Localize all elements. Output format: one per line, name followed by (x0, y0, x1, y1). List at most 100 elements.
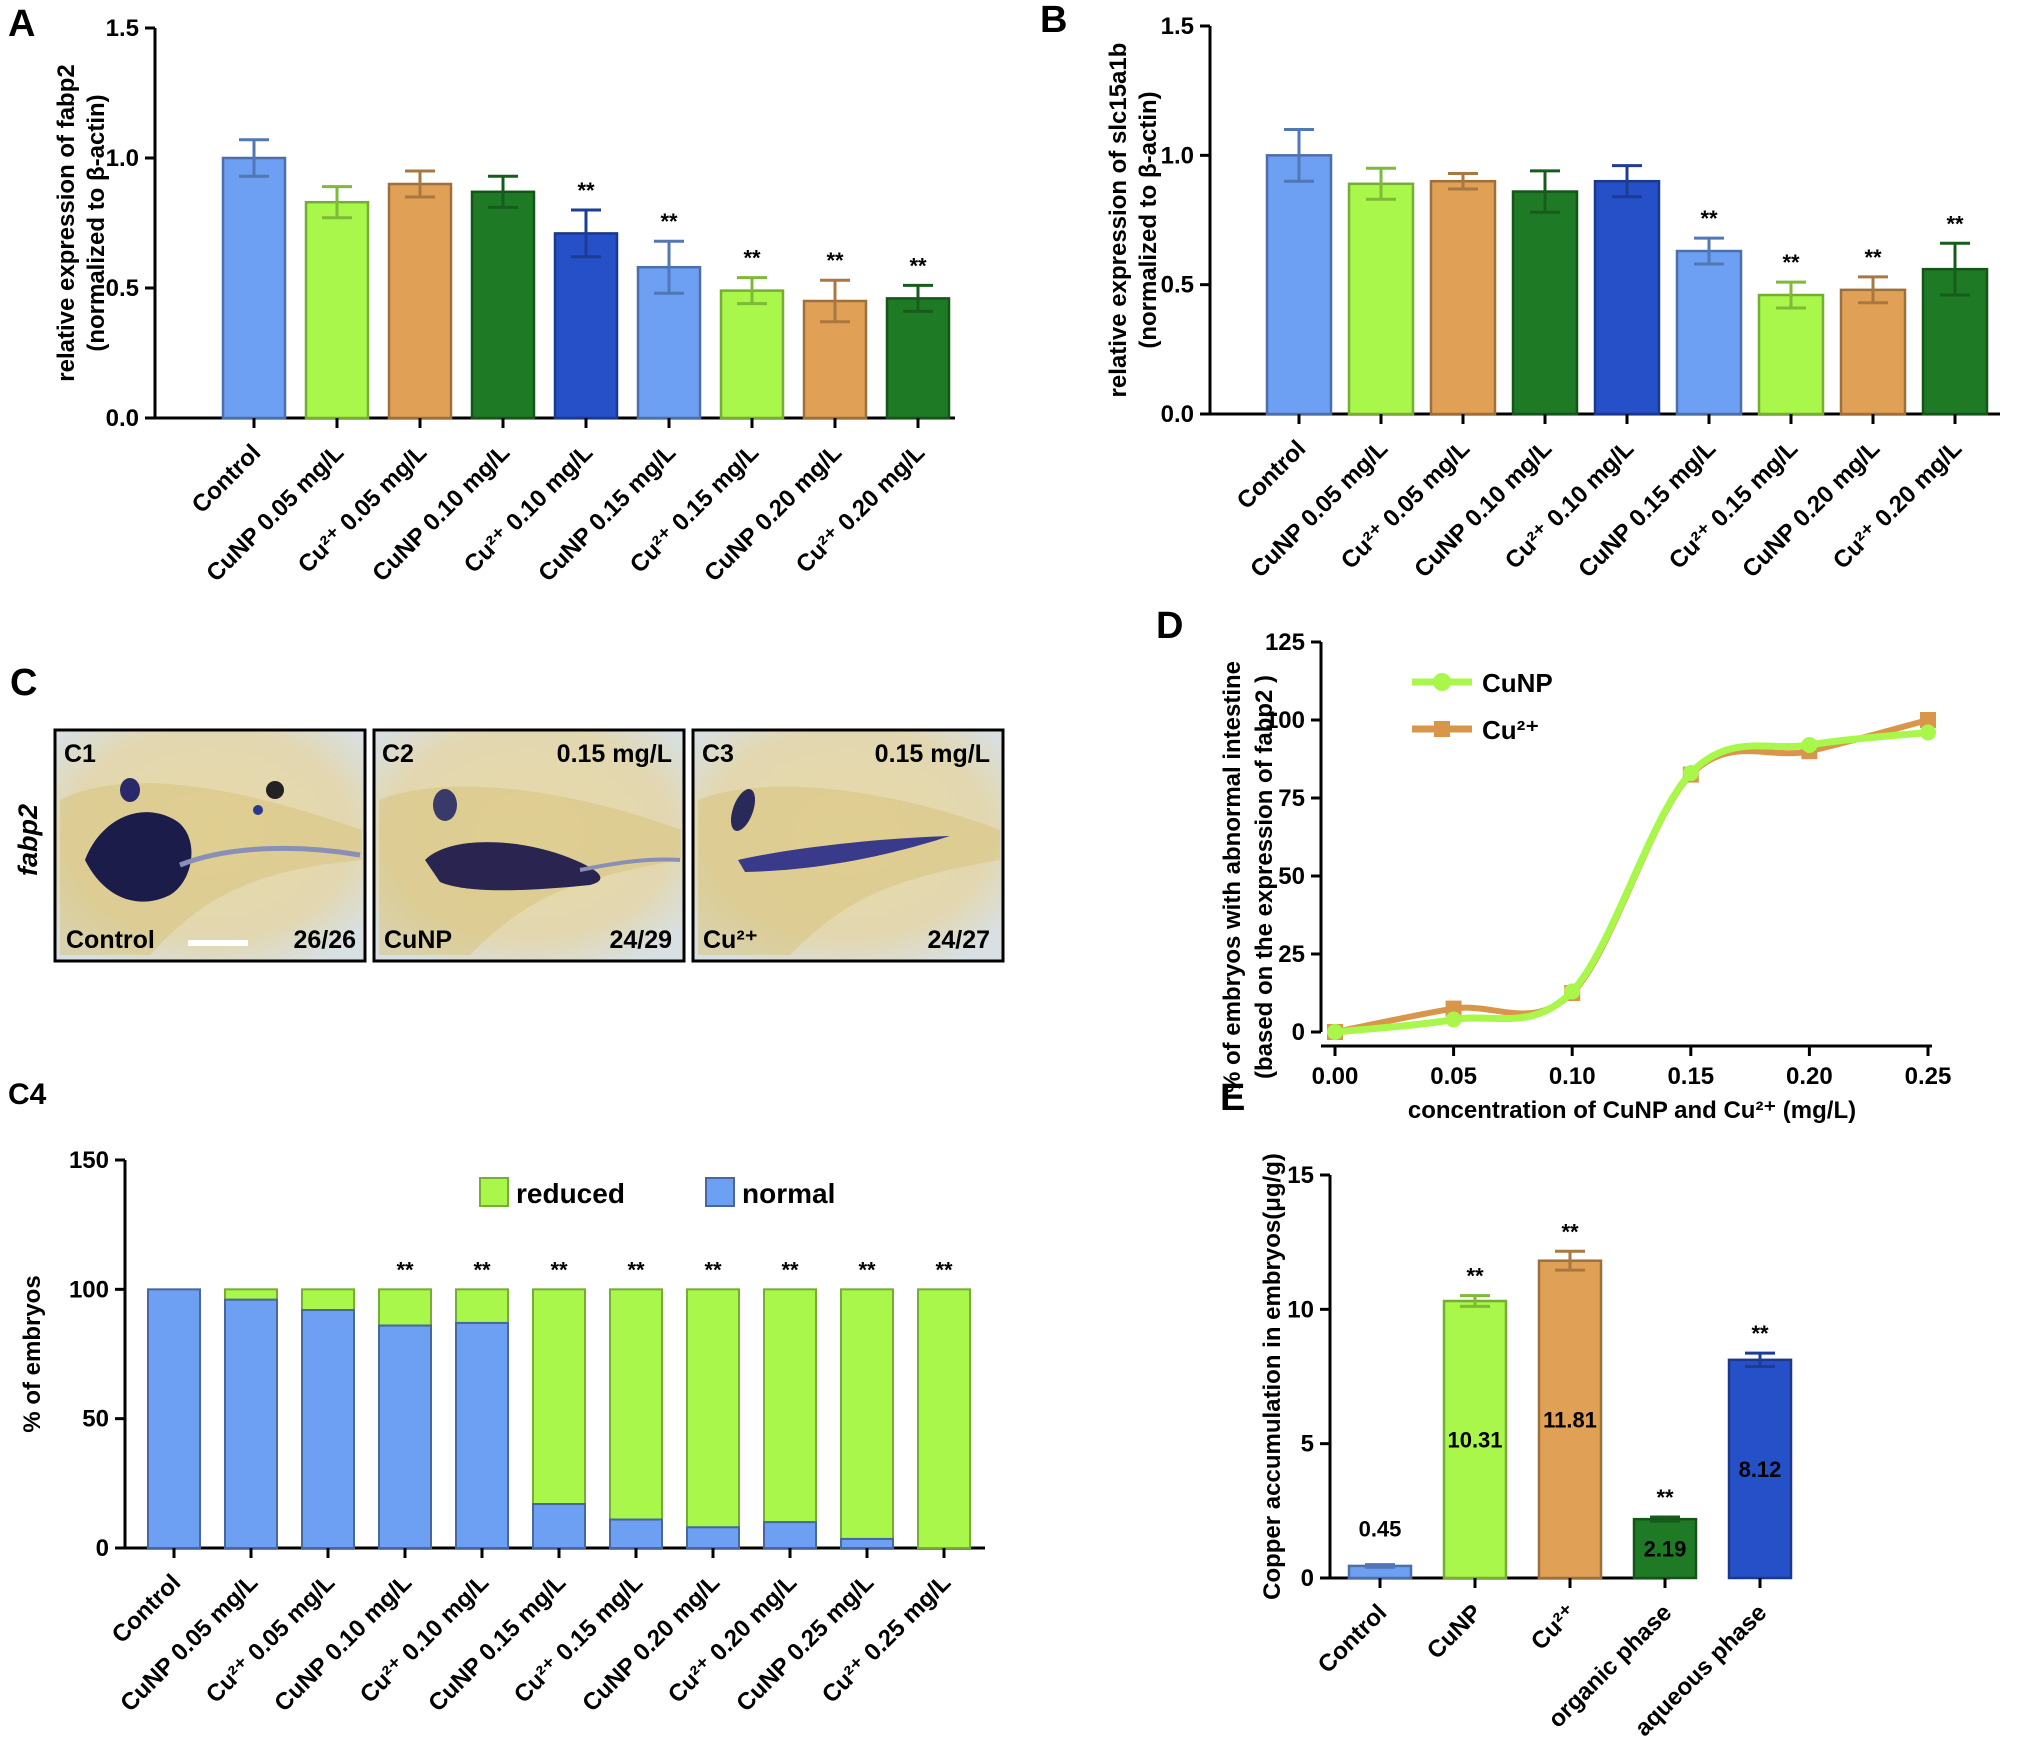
chart-c4-bar-reduced (686, 1288, 740, 1529)
chart-c4-significance-label: ** (627, 1257, 645, 1282)
chart-b-y-tick-label: 0.5 (1161, 272, 1194, 299)
chart-b-bar (1757, 293, 1825, 416)
chart-c4-bar-reduced (224, 1288, 278, 1301)
chart-c4-y-tick-label: 0 (96, 1535, 109, 1562)
image-c2: C2 0.15 mg/L CuNP 24/29 (372, 728, 686, 963)
chart-e-x-tick-label: CuNP (1422, 1599, 1487, 1664)
intestine-tail-shape (579, 857, 681, 872)
chart-c4-x-tick-label: Control (107, 1569, 186, 1648)
chart-b-bar (1347, 182, 1415, 416)
chart-c4-significance-label: ** (781, 1257, 799, 1282)
panel-label-b: B (1040, 0, 1067, 41)
chart-c4-legend-swatch-reduced (479, 1177, 509, 1207)
chart-e-data-label: 2.19 (1644, 1537, 1687, 1562)
chart-c4-bar-normal (532, 1503, 586, 1549)
chart-d-y-tick-label: 100 (1265, 707, 1305, 734)
intestine-stain-shape (738, 836, 950, 872)
chart-b-y-axis-title: relative expression of slc15a1b (1105, 43, 1132, 398)
chart-a-significance-label: ** (909, 253, 927, 278)
chart-b-x-tick-label: CuNP 0.20 mg/L (1737, 435, 1885, 583)
chart-b-bar (1839, 288, 1907, 416)
chart-c4-bar-normal (147, 1288, 201, 1550)
chart-b-bar (1511, 190, 1579, 416)
chart-c4-bar-normal (224, 1298, 278, 1550)
chart-c4-bar-normal (763, 1521, 817, 1549)
image-c1-tag: C1 (64, 740, 96, 768)
chart-c4-bar-normal (840, 1537, 894, 1549)
chart-b-bar (1265, 154, 1333, 416)
chart-a-y-tick-label: 1.5 (106, 15, 139, 42)
chart-c4-x-tick-label: CuNP 0.15 mg/L (423, 1569, 571, 1717)
chart-c4-y-tick-label: 150 (69, 1147, 109, 1174)
chart-d-data-point (1327, 1024, 1343, 1040)
chart-c4-x-tick-label: CuNP 0.10 mg/L (269, 1569, 417, 1717)
chart-e: 0 5 10 15 0.45 Control ** 10.31 CuNP ** 11.81 Cu²⁺ *… (1259, 1153, 1793, 1742)
chart-a-x-tick-label: CuNP 0.15 mg/L (533, 439, 681, 587)
chart-b-y-tick-label: 0.0 (1161, 401, 1194, 428)
image-c1: C1 Control 26/26 (53, 728, 367, 963)
stain-spot-shape (730, 789, 756, 831)
chart-a-y-tick-label: 0.5 (106, 275, 139, 302)
chart-e-bar (1442, 1299, 1508, 1580)
chart-d-y-axis-subtitle: (based on the expression of fabp2 ) (1251, 675, 1278, 1079)
chart-e-significance-label: ** (1561, 1219, 1579, 1244)
scale-bar (188, 940, 248, 946)
image-c2-count: 24/29 (609, 926, 672, 954)
chart-a-significance-label: ** (577, 178, 595, 203)
chart-c4-significance-label: ** (935, 1257, 953, 1282)
chart-a-bar (885, 297, 951, 420)
chart-e-data-label: 10.31 (1447, 1428, 1502, 1453)
chart-d-data-point (1801, 736, 1818, 753)
chart-c4-bar-normal (378, 1324, 432, 1549)
chart-d-y-axis-title: % of embryos with abnormal intestine (1219, 661, 1246, 1093)
chart-d-series-line (1334, 728, 1929, 1036)
chart-d-y-tick-label: 125 (1265, 629, 1305, 656)
panel-label-c4: C4 (8, 1078, 47, 1111)
chart-e-data-label: 0.45 (1359, 1517, 1402, 1542)
chart-d-legend-label: Cu²⁺ (1482, 715, 1539, 745)
panel-label-d: D (1156, 605, 1183, 647)
chart-a-x-tick-label: CuNP 0.20 mg/L (699, 439, 847, 587)
panel-label-e: E (1220, 1077, 1245, 1119)
chart-e-y-axis-title: Copper accumulation in embryos(μg/g) (1259, 1153, 1286, 1600)
chart-b-x-tick-label: Control (1232, 435, 1311, 514)
chart-a-y-axis-title: relative expression of fabp2 (53, 64, 80, 381)
chart-c4-x-tick-label: Cu²⁺ 0.20 mg/L (663, 1569, 802, 1708)
chart-d-x-tick-label: 0.10 (1549, 1063, 1596, 1090)
chart-c4-bar-reduced (763, 1288, 817, 1524)
chart-a-significance-label: ** (826, 248, 844, 273)
chart-d-y-tick-label: 50 (1278, 863, 1305, 890)
chart-c4-x-tick-label: CuNP 0.05 mg/L (115, 1569, 263, 1717)
chart-b-significance-label: ** (1700, 206, 1718, 231)
chart-c4-x-tick-label: Cu²⁺ 0.05 mg/L (201, 1569, 340, 1708)
chart-d-legend-marker (1433, 673, 1451, 691)
chart-d-data-point (1920, 712, 1936, 728)
chart-c4-bar-reduced (301, 1288, 355, 1312)
chart-d-data-point (1682, 765, 1699, 782)
chart-b-x-tick-label: CuNP 0.15 mg/L (1573, 435, 1721, 583)
panel-label-a: A (8, 3, 35, 45)
chart-a-significance-label: ** (660, 209, 678, 234)
chart-d-x-tick-label: 0.00 (1312, 1063, 1359, 1090)
chart-d-legend-marker (1434, 721, 1450, 737)
image-c2-concentration: 0.15 mg/L (557, 740, 672, 768)
chart-d-x-tick-label: 0.15 (1667, 1063, 1714, 1090)
chart-c4-legend-label: reduced (516, 1178, 625, 1209)
panel-c-images: fabp2 C1 Control 26/26 C2 0.15 mg/L CuNP (13, 728, 1005, 963)
chart-a-significance-label: ** (743, 246, 761, 271)
image-c1-treatment: Control (66, 926, 155, 954)
image-c2-treatment: CuNP (384, 926, 452, 954)
chart-a-x-tick-label: CuNP 0.10 mg/L (367, 439, 515, 587)
chart-e-y-tick-label: 15 (1287, 1162, 1314, 1189)
chart-a-bar (304, 200, 370, 420)
chart-d-data-point (1920, 724, 1936, 741)
chart-c4-legend-label: normal (742, 1178, 835, 1209)
chart-b-y-tick-label: 1.5 (1161, 13, 1194, 40)
intestine-stain-shape (85, 812, 192, 902)
chart-e-y-tick-label: 10 (1287, 1296, 1314, 1323)
chart-c4-bar-normal (686, 1526, 740, 1549)
chart-e-y-tick-label: 0 (1301, 1565, 1314, 1592)
intestine-tail-shape (179, 845, 361, 868)
